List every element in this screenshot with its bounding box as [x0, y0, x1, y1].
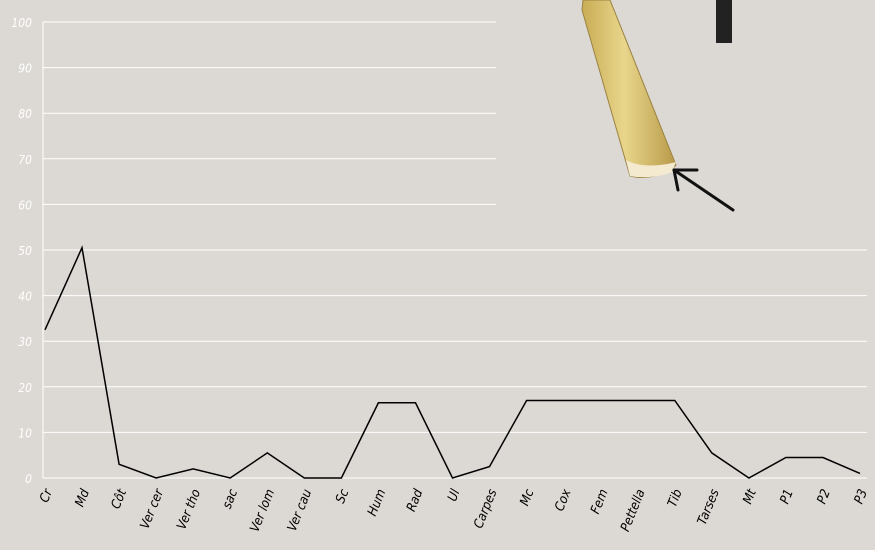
x-tick-label: Pettella: [618, 487, 648, 534]
x-tick-label: sac: [220, 487, 241, 511]
y-tick-label: 20: [18, 381, 32, 395]
x-tick-label: Sc: [333, 487, 352, 506]
bone-tip-highlight: [626, 160, 676, 178]
x-tick-label: Ver cer: [138, 486, 168, 531]
x-tick-label: Ver lom: [248, 487, 279, 534]
x-tick-label: P2: [815, 487, 834, 506]
y-tick-label: 90: [18, 62, 32, 76]
y-tick-labels: 0 10 20 30 40 50 60 70 80 90 100: [11, 16, 32, 486]
x-tick-label: Cox: [552, 486, 575, 513]
bone-illustration: [496, 0, 875, 212]
y-tick-label: 60: [18, 198, 32, 212]
x-tick-label: Ul: [445, 487, 464, 504]
y-tick-label: 0: [25, 472, 32, 486]
x-tick-label: P3: [852, 487, 871, 506]
series-line: [44, 245, 861, 479]
x-tick-label: Mc: [517, 487, 537, 508]
data-points: [45, 248, 860, 478]
bone-illustration-background: [496, 0, 875, 212]
arrow-icon: [672, 168, 735, 212]
y-tick-label: 40: [18, 290, 32, 304]
x-tick-label: Côt: [109, 487, 131, 511]
x-tick-label: Hum: [365, 487, 389, 518]
x-tick-labels: Cr Md Côt Ver cer Ver tho sac Ver lom Ver cau Sc…: [37, 486, 871, 534]
x-tick-label: Ver tho: [174, 487, 204, 532]
x-tick-label: Cr: [37, 486, 56, 505]
x-tick-label: Tib: [665, 487, 686, 509]
y-tick-label: 50: [18, 244, 32, 258]
y-tick-label: 30: [18, 335, 32, 349]
x-tick-label: Md: [73, 487, 94, 509]
x-tick-label: P1: [778, 487, 797, 506]
x-tick-label: Mt: [740, 487, 760, 507]
y-tick-label: 80: [18, 107, 32, 121]
y-tick-label: 70: [18, 153, 32, 167]
x-tick-label: Tarses: [695, 487, 723, 527]
x-tick-label: Rad: [404, 487, 427, 514]
x-tick-label: Fem: [588, 487, 611, 516]
y-tick-label: 100: [11, 16, 32, 30]
y-tick-label: 10: [18, 426, 32, 440]
scale-bar-icon: [716, 0, 732, 43]
x-tick-label: Carpes: [471, 487, 500, 531]
x-tick-label: Ver cau: [285, 487, 315, 533]
